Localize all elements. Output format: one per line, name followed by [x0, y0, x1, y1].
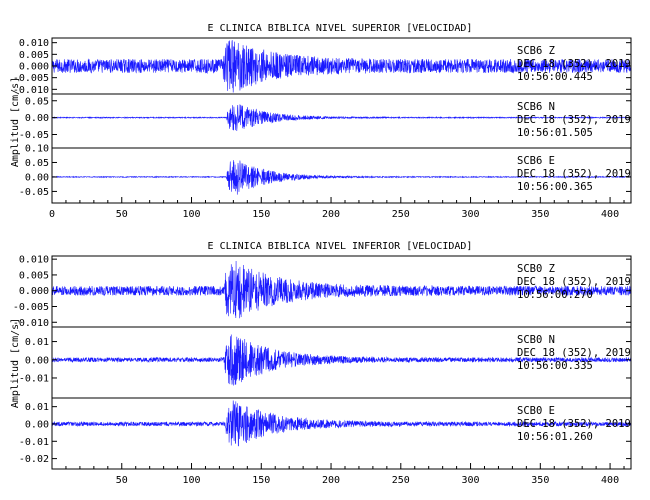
y-tick-label: 0.00: [25, 113, 49, 124]
station-component: SCB0 Z: [517, 263, 555, 275]
y-tick-label: -0.05: [19, 187, 49, 198]
date-label: DEC 18 (352), 2019: [517, 58, 631, 70]
x-tick-label: 200: [322, 475, 340, 486]
time-label: 10:56:00.335: [517, 360, 593, 372]
waveform: [51, 261, 632, 319]
x-tick-label: 150: [252, 209, 270, 220]
y-tick-label: -0.01: [19, 437, 49, 448]
date-label: DEC 18 (352), 2019: [517, 168, 631, 180]
station-component: SCB0 E: [517, 405, 555, 417]
y-tick-label: 0.000: [19, 62, 49, 73]
x-tick-label: 300: [462, 209, 480, 220]
x-tick-label: 300: [462, 475, 480, 486]
x-tick-label: 200: [322, 209, 340, 220]
station-component: SCB6 Z: [517, 45, 555, 57]
x-axis: 0 50 100 150 200 250 300 350 400: [49, 197, 625, 220]
waveform-line: [51, 160, 632, 195]
figure-title: E CLINICA BIBLICA NIVEL SUPERIOR [VELOCI…: [208, 23, 473, 34]
x-tick-label: 50: [116, 475, 128, 486]
x-tick-label: 400: [601, 209, 619, 220]
x-tick-label: 0: [49, 209, 55, 220]
panel-frame: [51, 397, 632, 470]
y-axis-label: Amplitud [cm/s]: [10, 318, 21, 408]
y-tick-label: -0.010: [13, 85, 49, 96]
x-tick-label: 250: [392, 209, 410, 220]
y-tick-label: 0.005: [19, 50, 49, 61]
waveform-line: [51, 400, 632, 447]
y-tick-label: 0.00: [25, 172, 49, 183]
waveform: [51, 334, 632, 386]
panel-frame: [51, 147, 632, 204]
x-tick-label: 400: [601, 475, 619, 486]
waveform: [51, 40, 632, 93]
y-tick-label: 0.010: [19, 38, 49, 49]
y-tick-label: -0.005: [13, 73, 49, 84]
figure-superior: E CLINICA BIBLICA NIVEL SUPERIOR [VELOCI…: [10, 23, 632, 220]
y-tick-label: 0.01: [25, 402, 49, 413]
figure-title: E CLINICA BIBLICA NIVEL INFERIOR [VELOCI…: [208, 241, 473, 252]
time-label: 10:56:01.260: [517, 431, 593, 443]
waveform-line: [51, 261, 632, 319]
x-tick-label: 350: [531, 209, 549, 220]
time-label: 10:56:01.505: [517, 127, 593, 139]
x-tick-label: 100: [182, 209, 200, 220]
time-label: 10:56:00.445: [517, 71, 593, 83]
waveform-line: [51, 104, 632, 131]
y-tick-label: -0.010: [13, 318, 49, 329]
y-tick-label: 0.000: [19, 286, 49, 297]
waveform-line: [51, 334, 632, 386]
date-label: DEC 18 (352), 2019: [517, 347, 631, 359]
x-tick-label: 50: [116, 209, 128, 220]
y-tick-label: -0.05: [19, 130, 49, 141]
time-label: 10:56:00.365: [517, 181, 593, 193]
figure-inferior: E CLINICA BIBLICA NIVEL INFERIOR [VELOCI…: [10, 241, 632, 486]
date-label: DEC 18 (352), 2019: [517, 418, 631, 430]
station-component: SCB0 N: [517, 334, 555, 346]
y-tick-label: -0.01: [19, 373, 49, 384]
waveform: [51, 400, 632, 447]
y-tick-label: 0.10: [25, 144, 49, 155]
x-tick-label: 350: [531, 475, 549, 486]
station-component: SCB6 E: [517, 155, 555, 167]
station-component: SCB6 N: [517, 101, 555, 113]
time-label: 10:56:00.270: [517, 289, 593, 301]
y-tick-label: 0.00: [25, 419, 49, 430]
y-tick-label: 0.05: [25, 96, 49, 107]
x-tick-label: 100: [182, 475, 200, 486]
x-tick-label: 150: [252, 475, 270, 486]
y-tick-label: 0.01: [25, 337, 49, 348]
y-tick-label: 0.005: [19, 270, 49, 281]
waveform-line: [51, 40, 632, 93]
y-tick-label: -0.005: [13, 302, 49, 313]
y-tick-label: -0.02: [19, 454, 49, 465]
y-tick-label: 0.00: [25, 355, 49, 366]
y-tick-label: 0.05: [25, 158, 49, 169]
waveform: [51, 160, 632, 195]
y-axis-label: Amplitud [cm/s]: [10, 77, 21, 167]
x-axis: 50 100 150 200 250 300 350 400: [51, 463, 625, 486]
date-label: DEC 18 (352), 2019: [517, 114, 631, 126]
waveform: [51, 104, 632, 131]
date-label: DEC 18 (352), 2019: [517, 276, 631, 288]
y-tick-label: 0.010: [19, 255, 49, 266]
x-tick-label: 250: [392, 475, 410, 486]
